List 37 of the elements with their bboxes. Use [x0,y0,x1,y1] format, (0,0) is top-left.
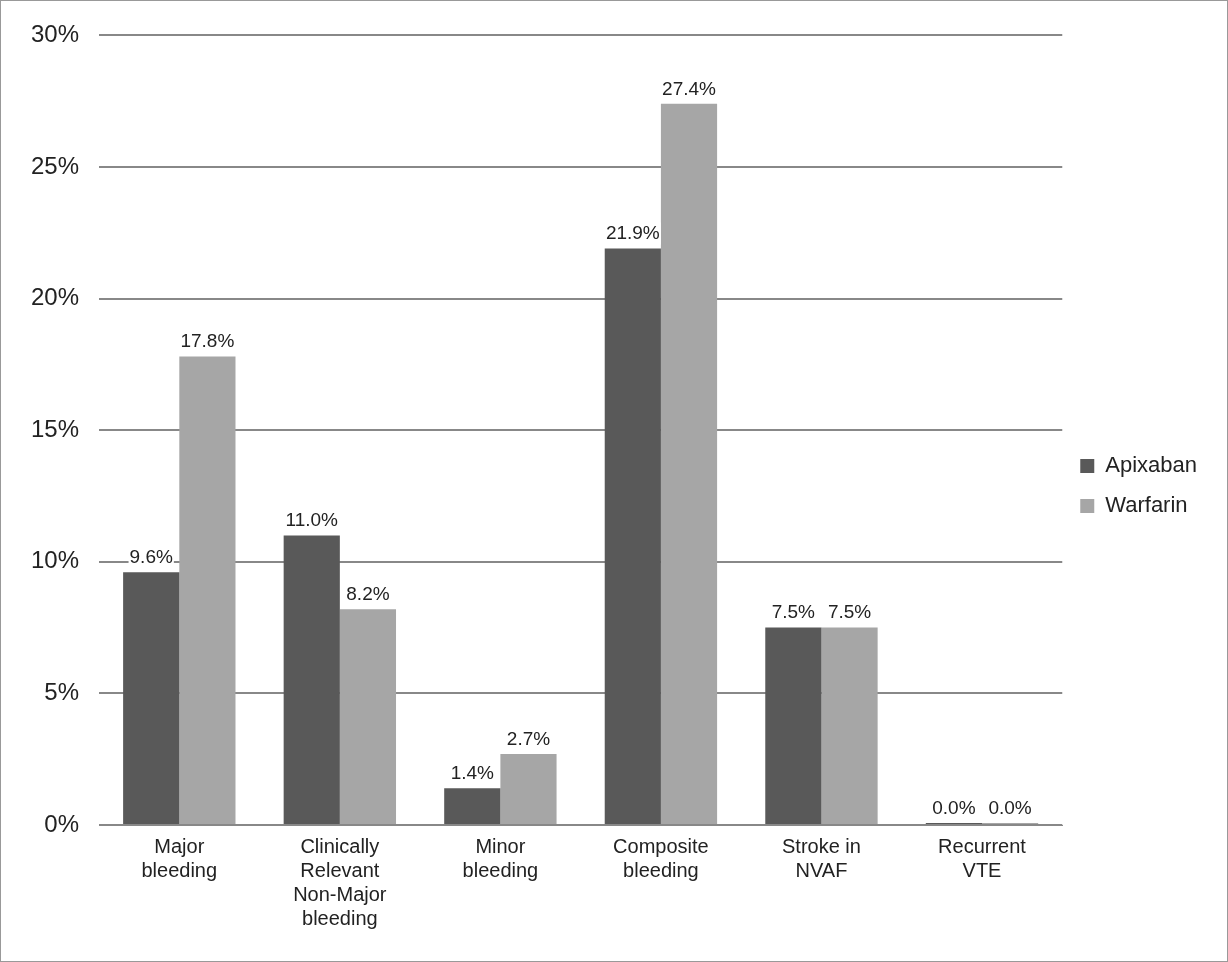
bar [283,535,340,824]
data-label: 7.5% [771,601,816,623]
data-label: 0.0% [932,796,976,818]
y-tick-label: 0% [44,809,80,837]
x-tick-label: Composite bleeding [613,834,709,881]
bar [123,572,180,824]
x-tick-label: Major bleeding [141,834,218,881]
data-label: 9.6% [129,546,173,568]
bar [660,103,718,824]
data-label: 1.4% [450,761,495,783]
data-label: 11.0% [285,509,339,531]
x-tick-label: Recurrent VTE [938,834,1027,881]
legend-label: Warfarin [1105,492,1188,518]
x-tick-label: Minor bleeding [462,834,539,881]
x-tick-label: Clinically Relevant Non-Major bleeding [293,834,387,929]
data-label: 27.4% [662,77,717,99]
bar [765,627,822,824]
data-label: 7.5% [827,601,872,623]
y-tick-label: 5% [44,678,80,706]
data-label: 21.9% [605,222,660,244]
data-label: 2.7% [506,727,551,749]
bar [604,248,661,824]
data-label: 8.2% [346,582,390,604]
legend-label: Apixaban [1105,452,1198,478]
data-label: 17.8% [180,330,235,352]
bar [444,788,501,824]
data-label: 0.0% [988,796,1032,818]
y-tick-label: 25% [30,151,80,179]
bar [339,609,397,824]
y-tick-label: 10% [30,546,80,574]
bar [179,356,236,824]
x-tick-label: Stroke in NVAF [781,834,861,881]
y-tick-label: 30% [30,20,80,48]
bar [500,753,557,824]
y-tick-label: 15% [30,414,80,442]
bar [821,627,878,824]
y-tick-label: 20% [30,283,80,311]
